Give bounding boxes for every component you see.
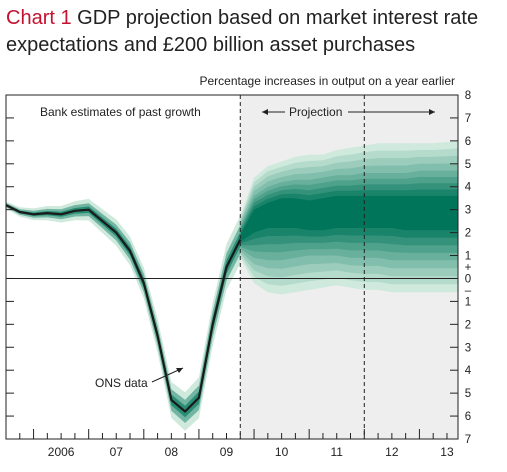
ons-data-line [5, 204, 242, 413]
y-tick-label: 7 [465, 434, 471, 446]
y-tick-label: 7 [465, 113, 471, 125]
y-axis-label: Percentage increases in output on a year… [200, 74, 456, 88]
y-tick-label: 3 [465, 205, 471, 217]
chart-title-text: GDP projection based on market interest … [6, 7, 479, 56]
past-fan-band-1 [6, 203, 241, 423]
y-tick-label: 6 [465, 136, 471, 148]
y-tick-label: 4 [465, 365, 472, 377]
y-tick-label: 8 [465, 90, 471, 102]
y-tick-label: 2 [465, 319, 471, 331]
plot-frame [5, 94, 459, 440]
y-tick-label: 5 [465, 388, 471, 400]
chart-title-number: Chart 1 [6, 7, 72, 29]
x-tick-label: 13 [440, 445, 454, 459]
x-tick-label: 07 [110, 445, 124, 459]
y-tick-label: 1 [465, 296, 471, 308]
projection-arrowhead-right [429, 109, 435, 115]
y-tick-label: – [465, 285, 472, 297]
annotation-projection: Projection [289, 105, 342, 119]
plot-border [5, 94, 459, 440]
x-tick-label: 10 [275, 445, 289, 459]
projection-label-group: Projection [262, 105, 435, 119]
y-tick-label: 5 [465, 159, 471, 171]
chart-title: Chart 1 GDP projection based on market i… [6, 5, 502, 59]
y-tick-label: 6 [465, 411, 471, 423]
fan-bands [6, 140, 458, 431]
ons-label-group: ONS data [95, 367, 184, 390]
ons-pointer-arrowhead [176, 368, 183, 373]
x-tick-label: 12 [385, 445, 399, 459]
x-tick-label: 11 [330, 445, 343, 459]
x-tick-label: 08 [165, 445, 179, 459]
y-tick-label: + [465, 262, 472, 274]
lines [5, 95, 458, 439]
x-tick-label: 09 [220, 445, 234, 459]
projection-arrowhead-left [262, 109, 268, 115]
y-tick-label: 4 [465, 182, 472, 194]
x-tick-label: 2006 [48, 445, 75, 459]
fan-band-central [240, 195, 458, 242]
y-tick-label: 2 [465, 228, 471, 240]
annotation-ons-data: ONS data [95, 376, 148, 390]
y-tick-label: 1 [465, 251, 471, 263]
annotation-past-growth: Bank estimates of past growth [40, 105, 201, 119]
y-tick-label: 3 [465, 342, 471, 354]
y-tick-label: 0 [465, 273, 471, 285]
